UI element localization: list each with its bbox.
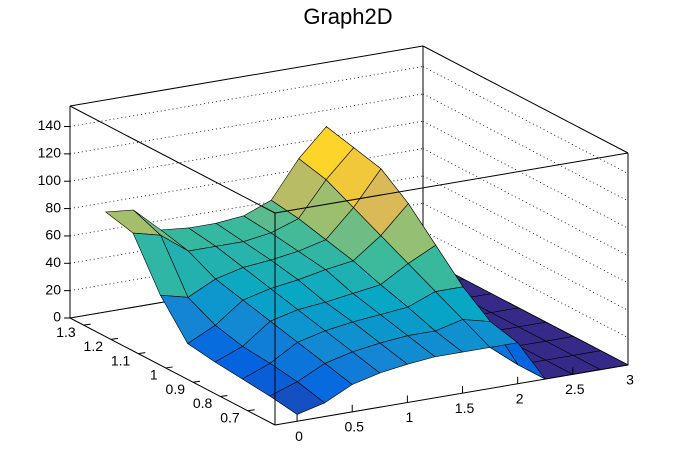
z-tick-label: 20 xyxy=(45,281,61,297)
grid-line xyxy=(422,230,629,338)
surface-cell xyxy=(269,381,326,415)
y-tick-label: 1.3 xyxy=(56,324,76,340)
axis-box xyxy=(422,45,629,154)
y-tick-label: 0.9 xyxy=(166,381,186,397)
z-tick-label: 40 xyxy=(45,254,61,270)
y-tick-label: 1.1 xyxy=(111,352,131,368)
axis-box xyxy=(274,152,629,214)
z-tick-label: 120 xyxy=(38,145,62,161)
chart-title: Graph2D xyxy=(303,4,392,29)
y-tick xyxy=(138,352,146,355)
y-tick xyxy=(83,323,91,326)
x-tick-label: 1.5 xyxy=(455,400,475,416)
x-axis xyxy=(274,364,629,426)
axis-box xyxy=(69,105,276,214)
y-tick xyxy=(192,380,201,383)
z-tick-label: 100 xyxy=(38,172,62,188)
x-tick-label: 2.5 xyxy=(565,381,585,397)
x-tick-label: 1 xyxy=(405,409,413,425)
z-tick-label: 140 xyxy=(38,117,62,133)
x-tick-label: 0 xyxy=(295,428,303,444)
z-tick-label: 0 xyxy=(53,309,61,325)
y-tick-label: 1.2 xyxy=(84,338,104,354)
y-tick xyxy=(165,366,173,369)
y-tick-label: 1 xyxy=(150,367,158,383)
grid-line xyxy=(422,66,629,174)
y-tick-label: 0.8 xyxy=(193,395,213,411)
grid-line xyxy=(422,148,629,256)
grid-line xyxy=(422,120,629,229)
z-tick-label: 60 xyxy=(45,227,61,243)
z-tick-label: 80 xyxy=(45,199,61,215)
x-tick-label: 3 xyxy=(626,372,634,388)
grid-line xyxy=(422,175,629,284)
y-tick xyxy=(110,337,119,340)
grid-line xyxy=(422,202,629,311)
axis-box xyxy=(69,45,424,107)
y-tick xyxy=(220,394,228,397)
x-tick-label: 0.5 xyxy=(344,419,364,435)
x-tick-label: 2 xyxy=(516,390,524,406)
y-tick xyxy=(247,409,255,412)
y-axis xyxy=(69,317,276,426)
y-tick-label: 0.7 xyxy=(220,409,240,425)
grid-line xyxy=(422,93,629,202)
